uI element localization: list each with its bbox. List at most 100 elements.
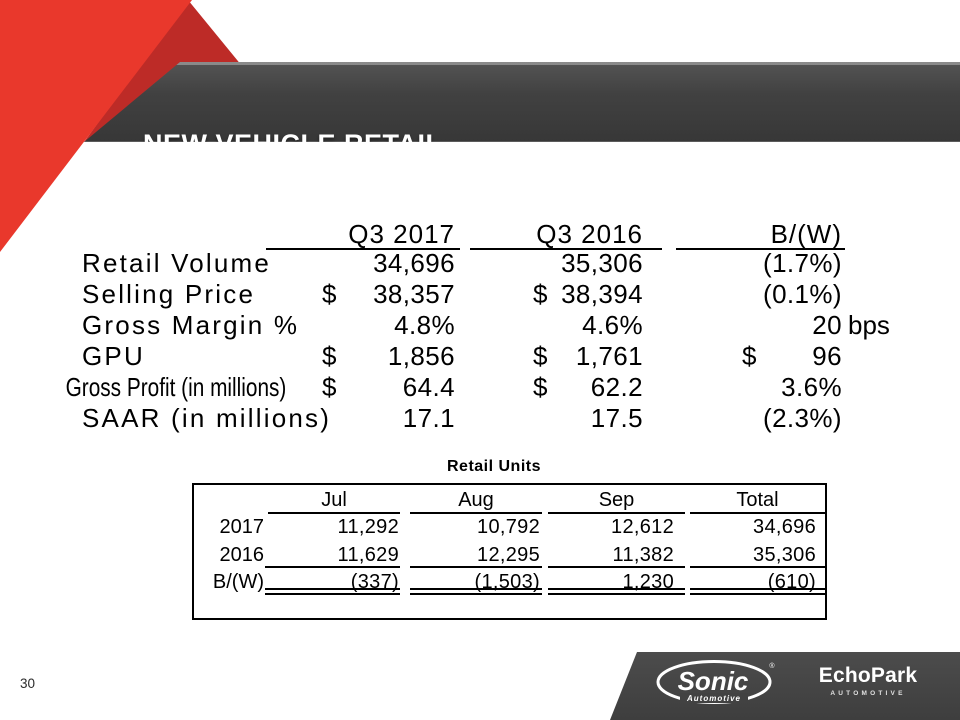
sonic-logo-text: Sonic <box>678 666 749 696</box>
header-rule-col2 <box>470 248 662 250</box>
units-value-jul: 11,629 <box>337 544 399 566</box>
units-subtotal-rule <box>690 566 825 568</box>
value-bw: (0.1%) <box>763 279 842 309</box>
value-q3-2017: 34,696 <box>373 248 455 278</box>
units-col-header-sep: Sep <box>598 489 635 511</box>
table-row: Selling Price $ 38,357 $ 38,394 (0.1%) <box>0 279 940 310</box>
units-row-label: 2017 <box>219 516 265 538</box>
units-col-header-jul: Jul <box>321 489 347 511</box>
page-title: NEW VEHICLE RETAIL <box>143 129 443 159</box>
units-value-total: 34,696 <box>753 516 816 538</box>
currency-symbol: $ <box>322 341 337 371</box>
value-unit <box>842 248 892 279</box>
page-number: 30 <box>20 676 36 691</box>
echopark-logo-subtext: AUTOMOTIVE <box>830 690 906 697</box>
units-table-title: Retail Units <box>446 458 541 475</box>
units-row-bw: B/(W) (337) (1,503) 1,230 (610) <box>194 571 825 593</box>
units-header-rule <box>268 512 400 514</box>
value-unit: bps <box>848 310 890 340</box>
units-header-rule <box>548 512 685 514</box>
value-unit <box>842 279 892 310</box>
col-header-q3-2017: Q3 2017 <box>348 219 455 249</box>
currency-symbol: $ <box>322 279 337 309</box>
units-value-aug: 12,295 <box>477 544 540 566</box>
currency-symbol: $ <box>533 372 548 402</box>
units-col-header-total: Total <box>736 489 779 511</box>
currency-symbol <box>738 403 760 434</box>
footer-logo-bar: Sonic Automotive ® EchoPark AUTOMOTIVE <box>610 652 960 720</box>
header-rule-col3 <box>676 248 845 250</box>
currency-symbol <box>318 248 340 279</box>
units-row-label: 2016 <box>219 544 265 566</box>
units-value-total: 35,306 <box>753 544 816 566</box>
currency-symbol: $ <box>742 341 757 371</box>
units-total-double-rule <box>410 588 542 595</box>
row-label: Gross Profit (in millions) <box>65 372 287 402</box>
red-triangle-shape <box>0 0 192 252</box>
value-q3-2017: 64.4 <box>402 372 455 402</box>
units-row-2016: 2016 11,629 12,295 11,382 35,306 <box>194 544 825 566</box>
comparison-table: Q3 2017 Q3 2016 B/(W) Retail Volume 34,6… <box>0 220 940 434</box>
table-row: Retail Volume 34,696 35,306 (1.7%) <box>0 248 940 279</box>
value-unit <box>842 403 892 434</box>
value-q3-2017: 17.1 <box>402 403 455 433</box>
units-value-jul: 11,292 <box>337 516 399 538</box>
value-q3-2016: 17.5 <box>590 403 643 433</box>
value-bw: (1.7%) <box>763 248 842 278</box>
value-q3-2016: 62.2 <box>590 372 643 402</box>
row-label: Gross Margin % <box>82 310 300 340</box>
units-value-aug: (1,503) <box>474 571 540 593</box>
currency-symbol <box>738 310 760 341</box>
value-unit <box>842 372 892 403</box>
currency-symbol <box>318 310 340 341</box>
sonic-logo-subtext: Automotive <box>686 694 741 703</box>
currency-symbol <box>738 372 760 403</box>
sonic-logo-band <box>680 693 748 703</box>
currency-symbol: $ <box>533 341 548 371</box>
units-total-double-rule <box>690 588 825 595</box>
units-total-double-rule <box>548 588 685 595</box>
units-value-jul: (337) <box>350 571 399 593</box>
value-q3-2017: 1,856 <box>387 341 455 371</box>
value-q3-2016: 1,761 <box>575 341 643 371</box>
row-label: SAAR (in millions) <box>82 403 332 433</box>
units-value-sep: 12,612 <box>611 516 674 538</box>
value-q3-2016: 38,394 <box>561 279 643 309</box>
units-value-aug: 10,792 <box>477 516 540 538</box>
value-q3-2016: 35,306 <box>561 248 643 278</box>
units-value-sep: 11,382 <box>612 544 674 566</box>
units-header-rule <box>410 512 542 514</box>
row-label: Selling Price <box>82 279 256 309</box>
red-corner-accent <box>0 0 242 252</box>
units-row-label: B/(W) <box>212 571 264 593</box>
currency-symbol <box>738 279 760 310</box>
table-row: Gross Profit (in millions) $ 64.4 $ 62.2… <box>0 372 940 403</box>
table-row: Gross Margin % 4.8% 4.6% 20 bps <box>0 310 940 341</box>
dark-red-fold-shape <box>84 0 242 142</box>
currency-symbol: $ <box>533 279 548 309</box>
table-row: GPU $ 1,856 $ 1,761 $ 96 <box>0 341 940 372</box>
header-rule-col1 <box>266 248 460 250</box>
units-value-total: (610) <box>767 571 816 593</box>
units-table: Jul Aug Sep Total 2017 11,292 10,792 12,… <box>192 483 827 620</box>
col-header-bw: B/(W) <box>770 219 842 249</box>
currency-symbol <box>318 403 340 434</box>
units-subtotal-rule <box>548 566 685 568</box>
units-total-double-rule <box>265 588 400 595</box>
units-value-sep: 1,230 <box>622 571 674 593</box>
value-q3-2017: 4.8% <box>394 310 455 340</box>
currency-symbol <box>529 310 551 341</box>
value-bw: (2.3%) <box>763 403 842 433</box>
units-row-2017: 2017 11,292 10,792 12,612 34,696 <box>194 516 825 538</box>
currency-symbol <box>529 403 551 434</box>
value-bw: 3.6% <box>781 372 842 402</box>
units-col-header-aug: Aug <box>458 489 494 511</box>
comparison-table-header: Q3 2017 Q3 2016 B/(W) <box>0 220 940 248</box>
value-unit <box>842 341 892 372</box>
title-banner: NEW VEHICLE RETAIL Same Store – Franchis… <box>84 62 960 142</box>
currency-symbol <box>738 248 760 279</box>
row-label: Retail Volume <box>82 248 272 278</box>
col-header-q3-2016: Q3 2016 <box>536 219 643 249</box>
value-q3-2016: 4.6% <box>582 310 643 340</box>
